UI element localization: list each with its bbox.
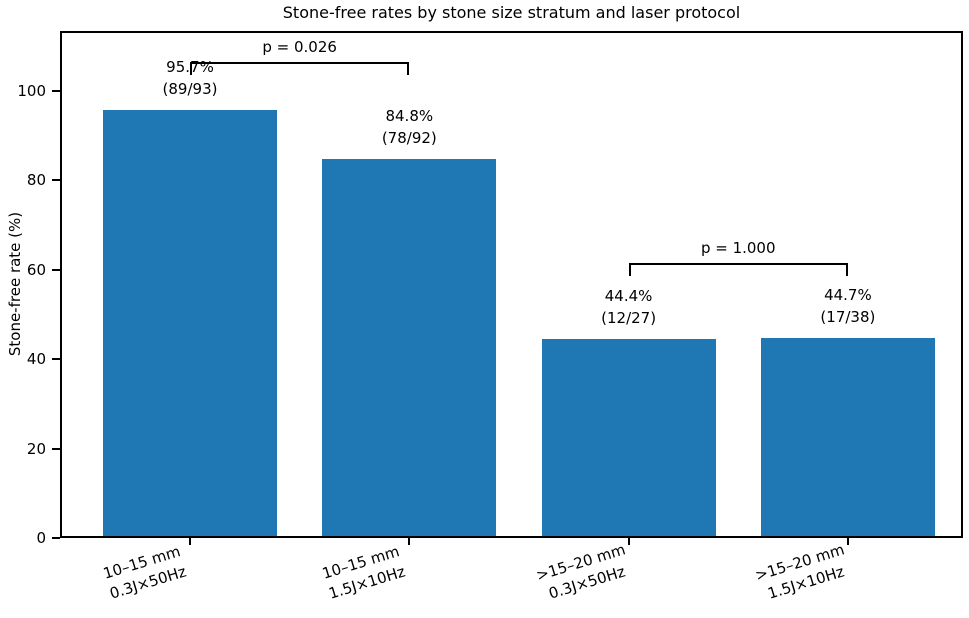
p-value-label: p = 1.000 [700, 239, 776, 258]
bar-1 [322, 158, 497, 536]
y-tick-label: 60 [26, 260, 46, 279]
bar-0 [103, 110, 277, 536]
bar-3 [760, 338, 935, 536]
significance-bracket [190, 61, 410, 75]
bar-value-label: 84.8% (78/92) [381, 106, 437, 147]
x-tick-mark [408, 538, 411, 545]
chart-title: Stone-free rates by stone size stratum a… [282, 3, 741, 22]
y-tick-mark [52, 89, 60, 92]
y-tick-label: 100 [17, 81, 46, 100]
y-tick-label: 20 [26, 439, 46, 458]
x-tick-mark [189, 538, 191, 545]
y-tick-label: 0 [36, 529, 46, 547]
p-value-label: p = 0.026 [262, 37, 337, 56]
bar-value-label: 44.7% (17/38) [820, 286, 876, 327]
bar-value-label: 44.4% (12/27) [601, 287, 657, 328]
significance-bracket [628, 263, 848, 277]
y-tick-mark [52, 358, 60, 361]
y-tick-label: 40 [26, 350, 46, 369]
bar-2 [541, 339, 716, 536]
x-tick-mark [846, 538, 849, 545]
x-tick-mark [627, 538, 630, 545]
y-tick-mark [52, 268, 60, 271]
y-tick-mark [52, 179, 60, 182]
y-tick-mark [52, 447, 60, 450]
y-tick-mark [52, 537, 60, 539]
y-tick-label: 80 [26, 171, 46, 190]
